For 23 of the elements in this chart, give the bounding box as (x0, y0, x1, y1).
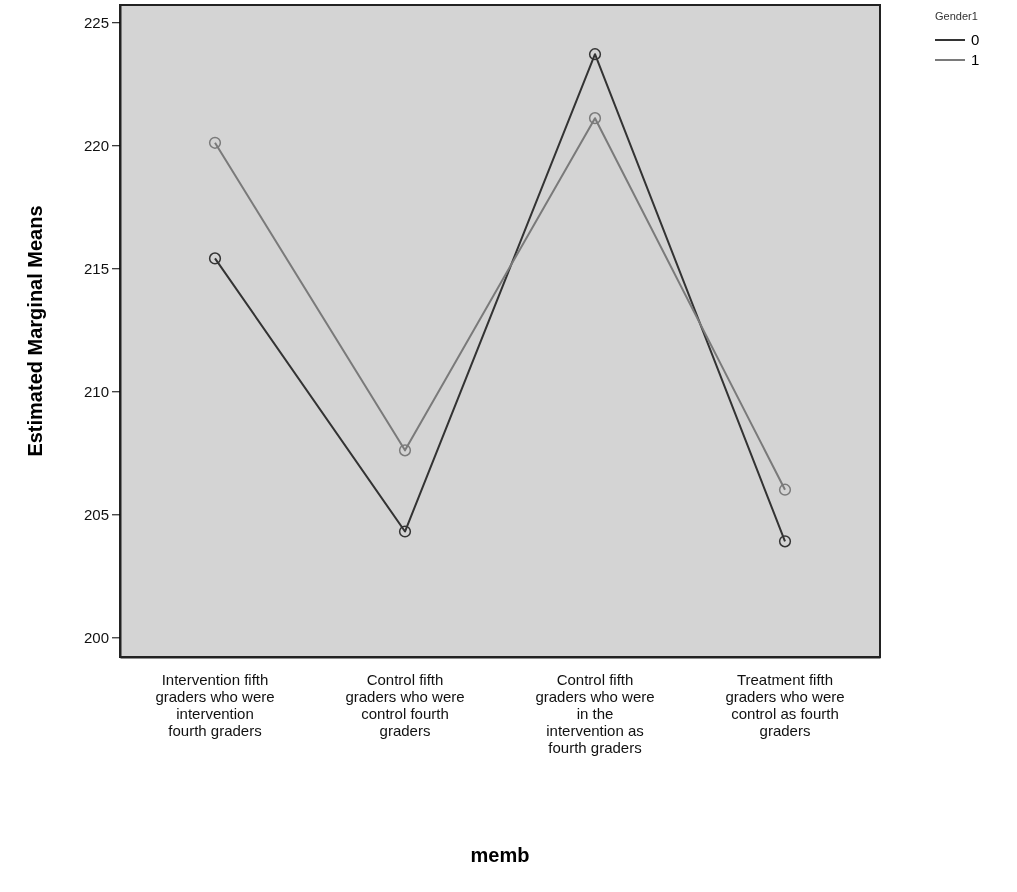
point (778, 535, 792, 548)
point (208, 252, 222, 265)
legend-label: 0 (971, 31, 980, 48)
y-tick-label: 205 (83, 505, 109, 523)
x-axis-title: memb (470, 844, 530, 866)
point (398, 525, 412, 538)
legend-title: Gender1 (935, 10, 978, 22)
point (208, 136, 222, 149)
legend-label: 1 (971, 51, 980, 68)
x-tick-label: Treatment fifth graders who were control as fourth graders (725, 671, 845, 739)
point (588, 48, 602, 61)
y-axis-title: Estimated Marginal Means (24, 205, 46, 457)
x-tick-label: Control fifth graders who were in the intervention as fourth graders (535, 671, 655, 756)
point (398, 444, 412, 457)
y-tick-label: 200 (83, 628, 109, 646)
y-tick-label: 215 (83, 259, 109, 277)
y-tick-label: 220 (83, 136, 109, 154)
y-tick-label: 225 (83, 13, 109, 31)
point (588, 112, 602, 125)
y-tick-label: 210 (83, 382, 109, 400)
x-tick-label: Control fifth graders who were control fourth graders (345, 671, 465, 739)
x-tick-label: Intervention fifth graders who were intervention fourth graders (155, 671, 275, 739)
point (778, 483, 792, 496)
